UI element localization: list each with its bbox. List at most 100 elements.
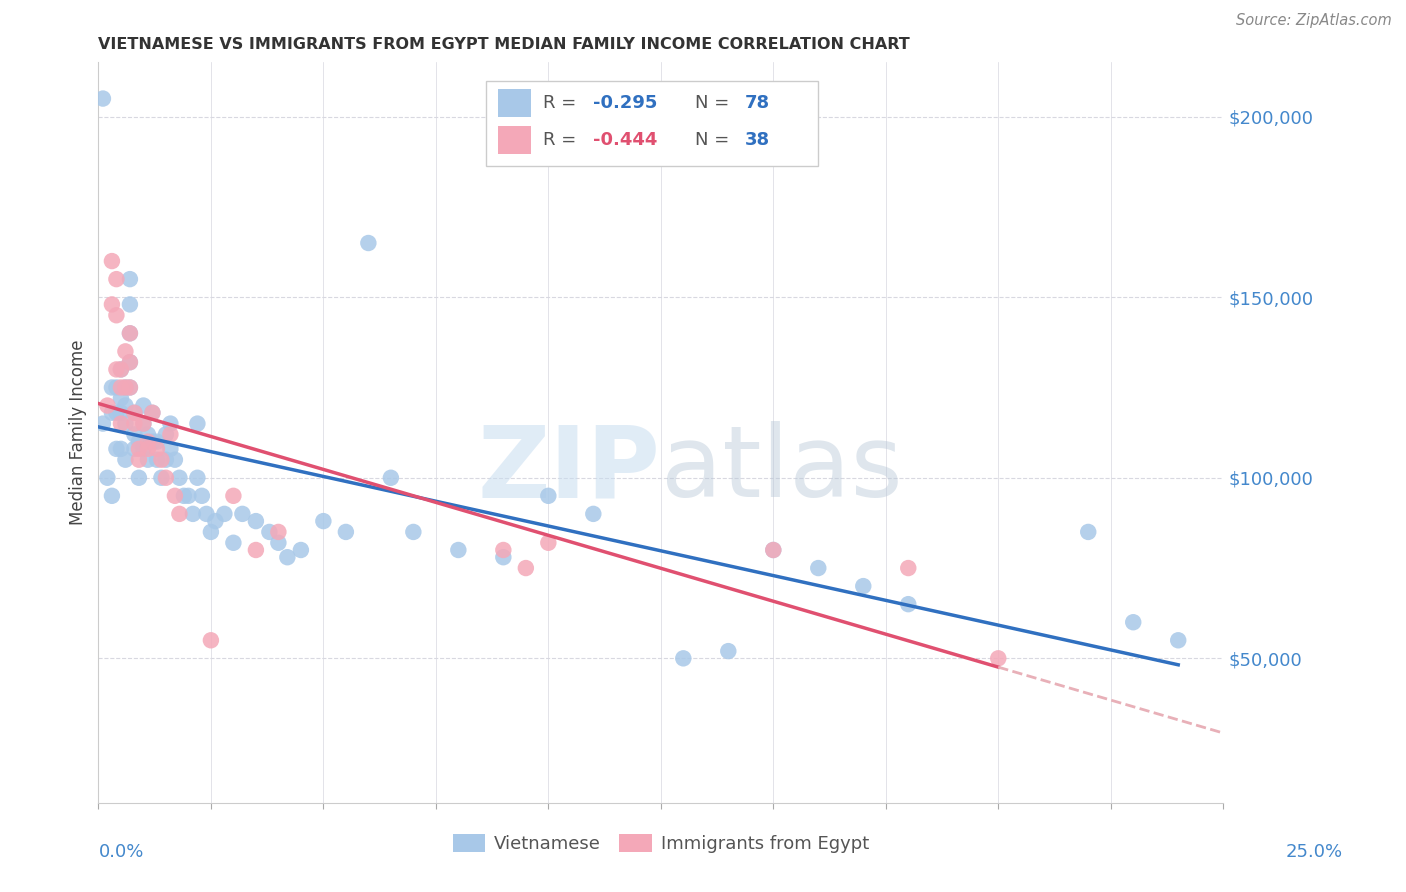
- Point: [132, 417, 155, 431]
- Point: [852, 579, 875, 593]
- Point: [150, 471, 173, 485]
- Point: [101, 254, 124, 268]
- Point: [582, 507, 605, 521]
- Point: [717, 644, 740, 658]
- Text: N =: N =: [695, 95, 734, 112]
- Point: [200, 633, 222, 648]
- Point: [245, 543, 267, 558]
- FancyBboxPatch shape: [498, 126, 531, 154]
- Point: [124, 406, 146, 420]
- Point: [105, 380, 128, 394]
- Point: [537, 535, 560, 549]
- Point: [186, 471, 208, 485]
- Point: [402, 524, 425, 539]
- Point: [191, 489, 214, 503]
- Point: [492, 550, 515, 565]
- Point: [114, 344, 136, 359]
- Point: [335, 524, 357, 539]
- Point: [312, 514, 335, 528]
- Point: [141, 434, 163, 449]
- Point: [110, 380, 132, 394]
- Point: [146, 434, 169, 449]
- Point: [163, 489, 186, 503]
- Point: [492, 543, 515, 558]
- Point: [128, 471, 150, 485]
- Point: [762, 543, 785, 558]
- Point: [96, 399, 118, 413]
- Point: [118, 380, 141, 394]
- Text: ZIP: ZIP: [478, 421, 661, 518]
- Point: [1167, 633, 1189, 648]
- Point: [159, 427, 181, 442]
- Point: [807, 561, 830, 575]
- Point: [1122, 615, 1144, 630]
- Point: [186, 417, 208, 431]
- Point: [114, 399, 136, 413]
- Text: N =: N =: [695, 131, 734, 149]
- Point: [159, 442, 181, 456]
- Point: [136, 434, 159, 449]
- Point: [163, 452, 186, 467]
- Point: [169, 507, 191, 521]
- Point: [128, 434, 150, 449]
- Point: [276, 550, 298, 565]
- Point: [118, 355, 141, 369]
- Point: [124, 442, 146, 456]
- Text: -0.444: -0.444: [593, 131, 658, 149]
- Point: [124, 406, 146, 420]
- Point: [118, 297, 141, 311]
- Point: [357, 235, 380, 250]
- Point: [141, 406, 163, 420]
- Point: [114, 417, 136, 431]
- Point: [897, 561, 920, 575]
- Point: [101, 489, 124, 503]
- Point: [231, 507, 253, 521]
- Point: [101, 406, 124, 420]
- Point: [146, 452, 169, 467]
- Point: [1077, 524, 1099, 539]
- Point: [762, 543, 785, 558]
- Point: [200, 524, 222, 539]
- Point: [267, 524, 290, 539]
- Point: [177, 489, 200, 503]
- FancyBboxPatch shape: [498, 89, 531, 117]
- Point: [380, 471, 402, 485]
- Point: [136, 452, 159, 467]
- Point: [155, 452, 177, 467]
- Point: [159, 417, 181, 431]
- Point: [118, 272, 141, 286]
- Point: [195, 507, 218, 521]
- Point: [245, 514, 267, 528]
- Y-axis label: Median Family Income: Median Family Income: [69, 340, 87, 525]
- Point: [105, 406, 128, 420]
- Point: [96, 471, 118, 485]
- Point: [132, 399, 155, 413]
- Point: [124, 417, 146, 431]
- Point: [110, 442, 132, 456]
- Point: [118, 355, 141, 369]
- Point: [128, 452, 150, 467]
- Point: [128, 442, 150, 456]
- Point: [105, 308, 128, 322]
- Point: [114, 380, 136, 394]
- Point: [132, 417, 155, 431]
- Point: [118, 380, 141, 394]
- Point: [91, 417, 114, 431]
- Point: [897, 597, 920, 611]
- Text: 0.0%: 0.0%: [98, 843, 143, 861]
- FancyBboxPatch shape: [486, 81, 818, 166]
- Point: [537, 489, 560, 503]
- Text: atlas: atlas: [661, 421, 903, 518]
- Point: [101, 297, 124, 311]
- Point: [150, 452, 173, 467]
- Text: -0.295: -0.295: [593, 95, 658, 112]
- Point: [105, 272, 128, 286]
- Point: [110, 362, 132, 376]
- Point: [222, 489, 245, 503]
- Point: [118, 326, 141, 341]
- Text: 78: 78: [745, 95, 770, 112]
- Point: [114, 452, 136, 467]
- Point: [169, 471, 191, 485]
- Point: [204, 514, 226, 528]
- Point: [181, 507, 204, 521]
